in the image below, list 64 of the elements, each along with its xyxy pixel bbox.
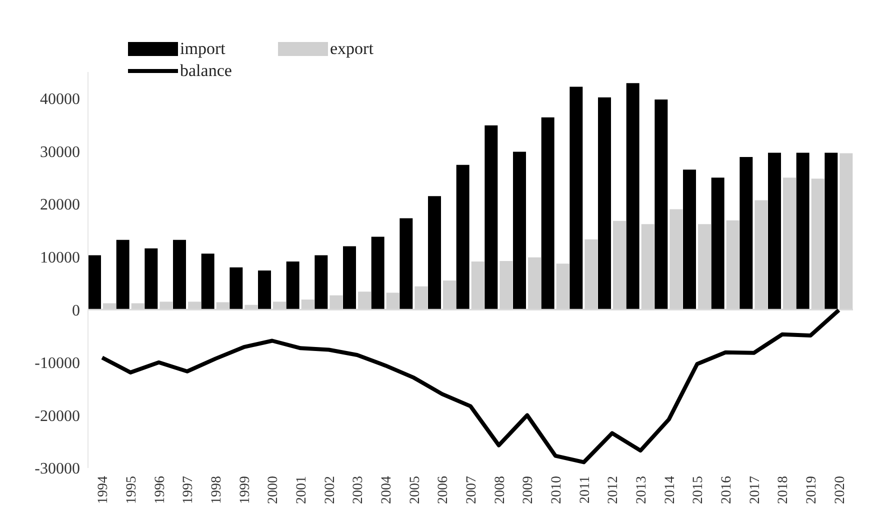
bar (768, 152, 781, 310)
x-tick-label: 2003 (351, 476, 366, 504)
bar (144, 248, 158, 310)
x-tick-label: 2018 (776, 476, 792, 504)
x-tick-label: 2016 (719, 476, 734, 504)
y-tick-label: 30000 (40, 144, 80, 161)
x-tick-label: 1998 (209, 476, 224, 504)
x-tick-label: 2013 (634, 476, 650, 504)
bar (201, 254, 214, 310)
x-tick-label: 2008 (492, 476, 508, 504)
bar (314, 255, 328, 310)
bar (484, 125, 498, 310)
y-tick-label: 0 (72, 302, 80, 320)
bar (654, 99, 668, 310)
bar (456, 164, 470, 310)
legend-label: balance (180, 61, 232, 81)
x-tick-label: 2000 (266, 476, 282, 504)
x-tick-label: 2011 (578, 476, 593, 504)
y-tick-label: 20000 (40, 196, 80, 214)
x-tick-label: 2020 (832, 476, 848, 504)
bar (343, 246, 356, 310)
legend-label: export (330, 39, 374, 59)
y-tick-label: -10000 (34, 355, 80, 372)
bar (173, 240, 186, 310)
bar (371, 236, 384, 310)
bar (796, 152, 810, 310)
y-tick-label: 10000 (40, 249, 80, 266)
bar (88, 255, 101, 310)
bar (428, 196, 441, 310)
bar (541, 117, 554, 310)
x-tick-label: 2014 (662, 476, 678, 504)
bar (598, 97, 611, 310)
y-tick-label: -30000 (34, 460, 80, 478)
x-tick-label: 2017 (748, 476, 763, 504)
bar (230, 267, 243, 310)
x-tick-label: 2012 (606, 476, 622, 504)
bar (570, 86, 583, 310)
x-tick-label: 1994 (96, 476, 112, 504)
x-tick-label: 2005 (408, 476, 423, 504)
x-tick-label: 2006 (436, 476, 452, 504)
x-tick-label: 2009 (521, 476, 536, 504)
y-tick-label: 40000 (40, 91, 80, 108)
y-tick-label: -20000 (34, 408, 80, 425)
x-tick-label: 2007 (464, 476, 480, 504)
x-tick-label: 2010 (549, 476, 564, 504)
bar (711, 178, 724, 310)
x-tick-label: 1999 (238, 476, 253, 504)
x-tick-label: 2015 (691, 476, 706, 504)
bar (740, 157, 753, 310)
bar (116, 240, 130, 310)
bar (626, 83, 640, 310)
x-tick-label: 2001 (294, 476, 310, 504)
x-tick-label: 2019 (804, 476, 820, 504)
x-tick-label: 2004 (379, 476, 394, 504)
x-tick-label: 1996 (152, 476, 168, 504)
bar (286, 262, 300, 310)
x-tick-label: 1997 (181, 476, 196, 504)
bar (513, 152, 526, 310)
bar (258, 270, 271, 310)
x-tick-label: 1995 (124, 476, 140, 504)
x-tick-label: 2002 (322, 476, 338, 504)
bar (683, 170, 696, 310)
legend-label: import (180, 39, 226, 59)
bar (400, 218, 413, 310)
